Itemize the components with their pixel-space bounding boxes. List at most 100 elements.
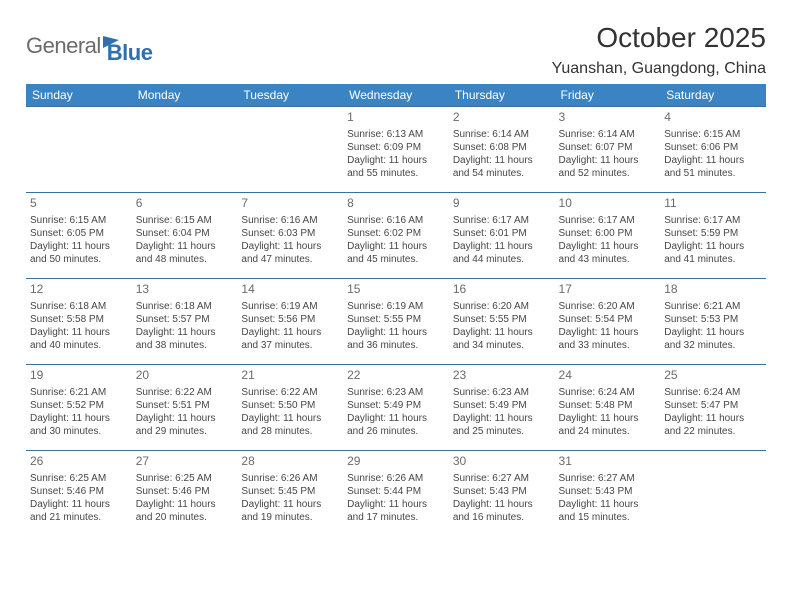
title-block: October 2025 Yuanshan, Guangdong, China bbox=[552, 22, 766, 78]
sunset-line: Sunset: 5:48 PM bbox=[559, 399, 657, 412]
calendar-day-cell: 18Sunrise: 6:21 AMSunset: 5:53 PMDayligh… bbox=[660, 279, 766, 365]
sunrise-line: Sunrise: 6:25 AM bbox=[136, 472, 234, 485]
calendar-day-cell: 15 Sunrise: 6:19 AMSunset: 5:55 PMDayligh… bbox=[343, 279, 449, 365]
day-number: 26 bbox=[30, 454, 128, 470]
sunrise-line: Sunrise: 6:25 AM bbox=[30, 472, 128, 485]
calendar-day-cell: 4Sunrise: 6:15 AMSunset: 6:06 PMDaylight… bbox=[660, 107, 766, 193]
daylight-line: Daylight: 11 hours and 47 minutes. bbox=[241, 240, 339, 266]
daylight-line: Daylight: 11 hours and 43 minutes. bbox=[559, 240, 657, 266]
calendar-day-cell: 26Sunrise: 6:25 AMSunset: 5:46 PMDayligh… bbox=[26, 451, 132, 537]
calendar-day-cell: 9Sunrise: 6:17 AMSunset: 6:01 PMDaylight… bbox=[449, 193, 555, 279]
calendar-day-cell: 13Sunrise: 6:18 AMSunset: 5:57 PMDayligh… bbox=[132, 279, 238, 365]
sunrise-line: Sunrise: 6:21 AM bbox=[664, 300, 762, 313]
day-number: 12 bbox=[30, 282, 128, 298]
sunrise-line: Sunrise: 6:18 AM bbox=[136, 300, 234, 313]
calendar-day-cell: 3Sunrise: 6:14 AMSunset: 6:07 PMDaylight… bbox=[555, 107, 661, 193]
day-number: 15 bbox=[347, 282, 445, 298]
calendar-day-cell: 16Sunrise: 6:20 AMSunset: 5:55 PMDayligh… bbox=[449, 279, 555, 365]
day-number: 5 bbox=[30, 196, 128, 212]
page-title: October 2025 bbox=[552, 22, 766, 54]
sunset-line: Sunset: 6:06 PM bbox=[664, 141, 762, 154]
daylight-line: Daylight: 11 hours and 21 minutes. bbox=[30, 498, 128, 524]
daylight-line: Daylight: 11 hours and 37 minutes. bbox=[241, 326, 339, 352]
sunset-line: Sunset: 5:43 PM bbox=[559, 485, 657, 498]
sunset-line: Sunset: 6:08 PM bbox=[453, 141, 551, 154]
day-number: 28 bbox=[241, 454, 339, 470]
sunrise-line: Sunrise: 6:26 AM bbox=[241, 472, 339, 485]
sunrise-line: Sunrise: 6:23 AM bbox=[453, 386, 551, 399]
daylight-line: Daylight: 11 hours and 48 minutes. bbox=[136, 240, 234, 266]
day-number: 22 bbox=[347, 368, 445, 384]
daylight-line: Daylight: 11 hours and 51 minutes. bbox=[664, 154, 762, 180]
weekday-header: Thursday bbox=[449, 84, 555, 107]
logo-text-blue: Blue bbox=[107, 40, 153, 66]
day-number: 1 bbox=[347, 110, 445, 126]
daylight-line: Daylight: 11 hours and 44 minutes. bbox=[453, 240, 551, 266]
sunset-line: Sunset: 5:50 PM bbox=[241, 399, 339, 412]
calendar-day-cell: 12Sunrise: 6:18 AMSunset: 5:58 PMDayligh… bbox=[26, 279, 132, 365]
calendar-day-cell: 27Sunrise: 6:25 AMSunset: 5:46 PMDayligh… bbox=[132, 451, 238, 537]
sunset-line: Sunset: 6:01 PM bbox=[453, 227, 551, 240]
location-label: Yuanshan, Guangdong, China bbox=[552, 60, 766, 78]
daylight-line: Daylight: 11 hours and 24 minutes. bbox=[559, 412, 657, 438]
sunrise-line: Sunrise: 6:15 AM bbox=[136, 214, 234, 227]
calendar-day-cell: 31Sunrise: 6:27 AMSunset: 5:43 PMDayligh… bbox=[555, 451, 661, 537]
sunrise-line: Sunrise: 6:21 AM bbox=[30, 386, 128, 399]
sunrise-line: Sunrise: 6:24 AM bbox=[559, 386, 657, 399]
sunset-line: Sunset: 5:59 PM bbox=[664, 227, 762, 240]
day-number: 3 bbox=[559, 110, 657, 126]
calendar-day-cell: 28Sunrise: 6:26 AMSunset: 5:45 PMDayligh… bbox=[237, 451, 343, 537]
sunrise-line: Sunrise: 6:27 AM bbox=[559, 472, 657, 485]
sunrise-line: Sunrise: 6:14 AM bbox=[559, 128, 657, 141]
daylight-line: Daylight: 11 hours and 40 minutes. bbox=[30, 326, 128, 352]
day-number: 27 bbox=[136, 454, 234, 470]
sunset-line: Sunset: 5:51 PM bbox=[136, 399, 234, 412]
calendar-day-cell: 23Sunrise: 6:23 AMSunset: 5:49 PMDayligh… bbox=[449, 365, 555, 451]
calendar-day-cell: 5Sunrise: 6:15 AMSunset: 6:05 PMDaylight… bbox=[26, 193, 132, 279]
day-number: 17 bbox=[559, 282, 657, 298]
calendar-day-cell: 14Sunrise: 6:19 AMSunset: 5:56 PMDayligh… bbox=[237, 279, 343, 365]
calendar-day-cell: 8Sunrise: 6:16 AMSunset: 6:02 PMDaylight… bbox=[343, 193, 449, 279]
weekday-header: Friday bbox=[555, 84, 661, 107]
daylight-line: Daylight: 11 hours and 41 minutes. bbox=[664, 240, 762, 266]
daylight-line: Daylight: 11 hours and 30 minutes. bbox=[30, 412, 128, 438]
weekday-header: Tuesday bbox=[237, 84, 343, 107]
daylight-line: Daylight: 11 hours and 45 minutes. bbox=[347, 240, 445, 266]
calendar-week-row: 1Sunrise: 6:13 AMSunset: 6:09 PMDaylight… bbox=[26, 107, 766, 193]
sunset-line: Sunset: 5:54 PM bbox=[559, 313, 657, 326]
sunset-line: Sunset: 5:55 PM bbox=[347, 313, 445, 326]
day-number: 11 bbox=[664, 196, 762, 212]
daylight-line: Daylight: 11 hours and 25 minutes. bbox=[453, 412, 551, 438]
day-number: 6 bbox=[136, 196, 234, 212]
calendar-day-cell: 1Sunrise: 6:13 AMSunset: 6:09 PMDaylight… bbox=[343, 107, 449, 193]
sunset-line: Sunset: 5:43 PM bbox=[453, 485, 551, 498]
sunrise-line: Sunrise: 6:19 AM bbox=[241, 300, 339, 313]
sunrise-line: Sunrise: 6:16 AM bbox=[347, 214, 445, 227]
daylight-line: Daylight: 11 hours and 55 minutes. bbox=[347, 154, 445, 180]
sunrise-line: Sunrise: 6:15 AM bbox=[30, 214, 128, 227]
day-number: 19 bbox=[30, 368, 128, 384]
daylight-line: Daylight: 11 hours and 33 minutes. bbox=[559, 326, 657, 352]
sunrise-line: Sunrise: 6:19 AM bbox=[347, 300, 445, 313]
daylight-line: Daylight: 11 hours and 19 minutes. bbox=[241, 498, 339, 524]
logo: General Blue bbox=[26, 26, 152, 66]
sunset-line: Sunset: 5:46 PM bbox=[136, 485, 234, 498]
calendar-day-cell: 21Sunrise: 6:22 AMSunset: 5:50 PMDayligh… bbox=[237, 365, 343, 451]
day-number: 7 bbox=[241, 196, 339, 212]
daylight-line: Daylight: 11 hours and 36 minutes. bbox=[347, 326, 445, 352]
calendar-day-cell: 10Sunrise: 6:17 AMSunset: 6:00 PMDayligh… bbox=[555, 193, 661, 279]
daylight-line: Daylight: 11 hours and 54 minutes. bbox=[453, 154, 551, 180]
daylight-line: Daylight: 11 hours and 26 minutes. bbox=[347, 412, 445, 438]
sunset-line: Sunset: 5:56 PM bbox=[241, 313, 339, 326]
sunrise-line: Sunrise: 6:22 AM bbox=[136, 386, 234, 399]
calendar-day-cell: 29Sunrise: 6:26 AMSunset: 5:44 PMDayligh… bbox=[343, 451, 449, 537]
sunset-line: Sunset: 5:49 PM bbox=[347, 399, 445, 412]
sunset-line: Sunset: 6:05 PM bbox=[30, 227, 128, 240]
day-number: 30 bbox=[453, 454, 551, 470]
sunset-line: Sunset: 6:03 PM bbox=[241, 227, 339, 240]
sunset-line: Sunset: 5:58 PM bbox=[30, 313, 128, 326]
daylight-line: Daylight: 11 hours and 15 minutes. bbox=[559, 498, 657, 524]
calendar-body: 1Sunrise: 6:13 AMSunset: 6:09 PMDaylight… bbox=[26, 107, 766, 537]
sunset-line: Sunset: 5:49 PM bbox=[453, 399, 551, 412]
daylight-line: Daylight: 11 hours and 32 minutes. bbox=[664, 326, 762, 352]
